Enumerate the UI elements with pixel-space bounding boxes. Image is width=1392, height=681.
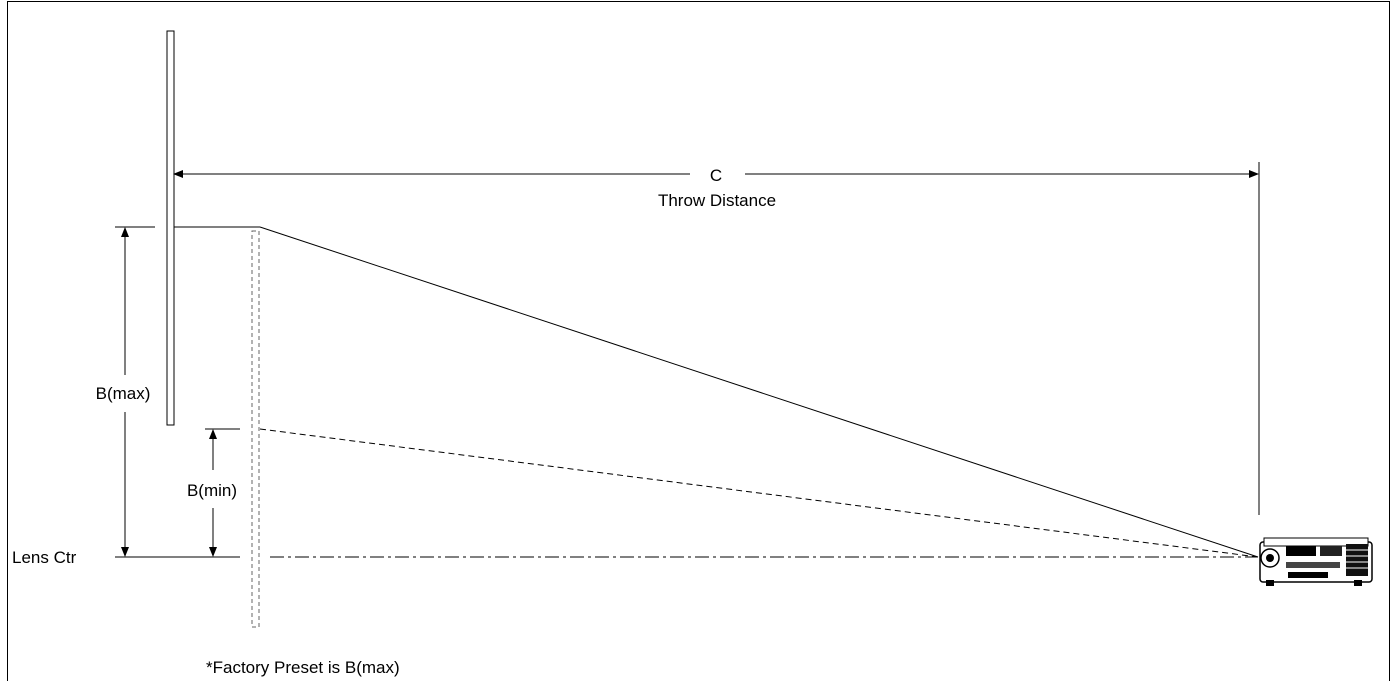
screen-max <box>166 30 175 426</box>
c-label: C <box>710 166 722 185</box>
screen-min <box>251 230 260 628</box>
projector-icon <box>1259 537 1373 586</box>
diagram-border <box>7 1 1390 681</box>
bmin-label: B(min) <box>187 481 237 500</box>
throw-distance-label: Throw Distance <box>658 191 776 210</box>
factory-preset-note: *Factory Preset is B(max) <box>206 658 400 677</box>
lens-ctr-label: Lens Ctr <box>12 548 77 567</box>
projection-ray-min <box>259 428 1259 558</box>
bmax-label: B(max) <box>96 384 151 403</box>
projection-ray-max <box>259 226 1259 558</box>
